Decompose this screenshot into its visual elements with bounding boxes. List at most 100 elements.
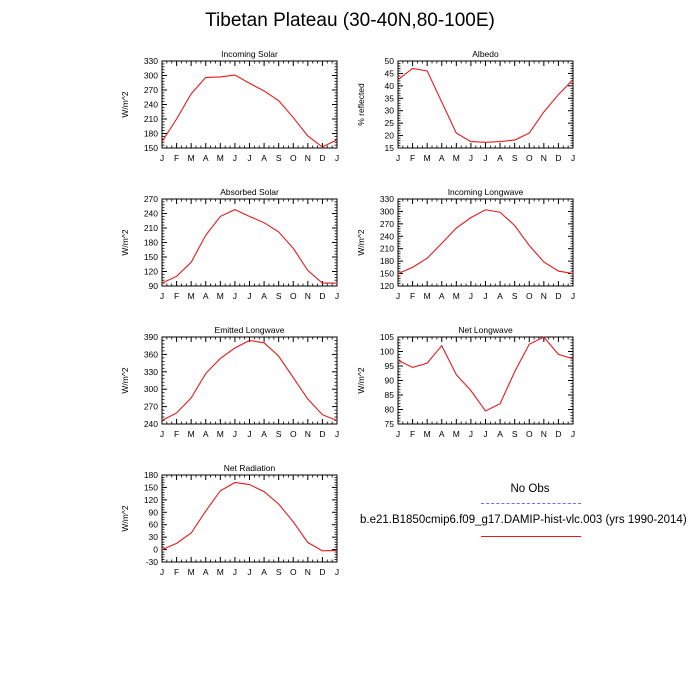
panel-title: Emitted Longwave xyxy=(215,325,285,335)
y-tick-label: 270 xyxy=(380,219,394,229)
y-tick-label: 85 xyxy=(385,390,395,400)
x-tick-label: O xyxy=(526,153,533,163)
x-tick-label: J xyxy=(160,291,164,301)
y-tick-label: 50 xyxy=(385,56,395,66)
series-line xyxy=(397,209,574,275)
legend-obs-label: No Obs xyxy=(510,483,550,495)
y-axis-label: W/m^2 xyxy=(356,229,366,255)
y-axis-label: W/m^2 xyxy=(120,229,130,255)
x-tick-label: N xyxy=(305,429,311,439)
x-tick-label: J xyxy=(160,567,164,577)
x-tick-label: A xyxy=(497,291,503,301)
y-tick-label: 330 xyxy=(380,194,394,204)
y-tick-label: 90 xyxy=(385,376,395,386)
x-tick-label: J xyxy=(247,291,251,301)
x-tick-label: O xyxy=(290,291,297,301)
y-tick-label: 270 xyxy=(144,85,158,95)
x-tick-label: A xyxy=(261,567,267,577)
x-tick-label: J xyxy=(396,153,400,163)
x-tick-label: D xyxy=(319,429,325,439)
y-tick-label: 300 xyxy=(380,206,394,216)
series-line xyxy=(397,336,574,412)
x-tick-label: F xyxy=(410,153,415,163)
x-tick-label: M xyxy=(217,291,224,301)
x-tick-label: N xyxy=(305,291,311,301)
y-tick-label: 240 xyxy=(144,209,158,219)
y-tick-label: 40 xyxy=(385,81,395,91)
y-tick-label: 210 xyxy=(144,114,158,124)
x-tick-label: M xyxy=(188,429,195,439)
x-tick-label: D xyxy=(319,567,325,577)
x-tick-label: J xyxy=(335,291,339,301)
x-tick-label: M xyxy=(424,429,431,439)
x-tick-label: F xyxy=(174,291,179,301)
y-tick-label: 270 xyxy=(144,402,158,412)
x-tick-label: J xyxy=(483,291,487,301)
y-tick-label: 180 xyxy=(144,238,158,248)
x-tick-label: O xyxy=(290,567,297,577)
y-tick-label: 300 xyxy=(144,71,158,81)
x-tick-label: J xyxy=(483,429,487,439)
x-tick-label: A xyxy=(439,429,445,439)
y-tick-label: 150 xyxy=(380,269,394,279)
x-tick-label: D xyxy=(319,291,325,301)
x-tick-label: F xyxy=(410,429,415,439)
x-tick-label: M xyxy=(424,291,431,301)
x-tick-label: A xyxy=(497,153,503,163)
x-tick-label: J xyxy=(233,567,237,577)
x-tick-label: A xyxy=(261,153,267,163)
panel-title: Net Longwave xyxy=(458,325,513,335)
x-tick-label: J xyxy=(233,429,237,439)
y-tick-label: 180 xyxy=(380,256,394,266)
y-tick-label: 0 xyxy=(153,545,158,555)
x-tick-label: M xyxy=(188,567,195,577)
series-line xyxy=(161,481,338,552)
panel-title: Absorbed Solar xyxy=(220,187,279,197)
x-tick-label: M xyxy=(424,153,431,163)
x-tick-label: J xyxy=(247,153,251,163)
x-tick-label: J xyxy=(571,153,575,163)
y-axis-label: W/m^2 xyxy=(120,91,130,117)
x-tick-label: F xyxy=(174,429,179,439)
series-line xyxy=(161,74,338,148)
x-tick-label: A xyxy=(203,429,209,439)
x-tick-label: J xyxy=(335,153,339,163)
x-tick-label: N xyxy=(305,567,311,577)
page-title: Tibetan Plateau (30-40N,80-100E) xyxy=(205,10,495,31)
y-tick-label: 120 xyxy=(144,495,158,505)
y-tick-label: 80 xyxy=(385,405,395,415)
legend-model-label: b.e21.B1850cmip6.f09_g17.DAMIP-hist-vlc.… xyxy=(360,514,687,526)
x-tick-label: A xyxy=(203,291,209,301)
x-tick-label: O xyxy=(526,429,533,439)
y-tick-label: 75 xyxy=(385,419,395,429)
x-tick-label: F xyxy=(410,291,415,301)
y-tick-label: 105 xyxy=(380,332,394,342)
x-tick-label: D xyxy=(319,153,325,163)
x-tick-label: J xyxy=(469,153,473,163)
y-axis-label: W/m^2 xyxy=(120,505,130,531)
x-tick-label: J xyxy=(483,153,487,163)
legend-obs-line xyxy=(481,503,581,504)
x-tick-label: D xyxy=(555,429,561,439)
y-tick-label: 240 xyxy=(144,419,158,429)
y-tick-label: 120 xyxy=(144,267,158,277)
x-tick-label: S xyxy=(512,291,518,301)
x-tick-label: O xyxy=(290,153,297,163)
y-tick-label: 90 xyxy=(149,281,159,291)
series-line xyxy=(161,209,337,284)
x-tick-label: J xyxy=(233,153,237,163)
x-tick-label: M xyxy=(217,429,224,439)
y-tick-label: 300 xyxy=(144,384,158,394)
x-tick-label: J xyxy=(160,429,164,439)
x-tick-label: S xyxy=(276,153,282,163)
y-tick-label: 210 xyxy=(380,244,394,254)
x-tick-label: J xyxy=(469,291,473,301)
y-tick-label: 35 xyxy=(385,93,395,103)
x-tick-label: J xyxy=(396,291,400,301)
x-tick-label: M xyxy=(217,567,224,577)
